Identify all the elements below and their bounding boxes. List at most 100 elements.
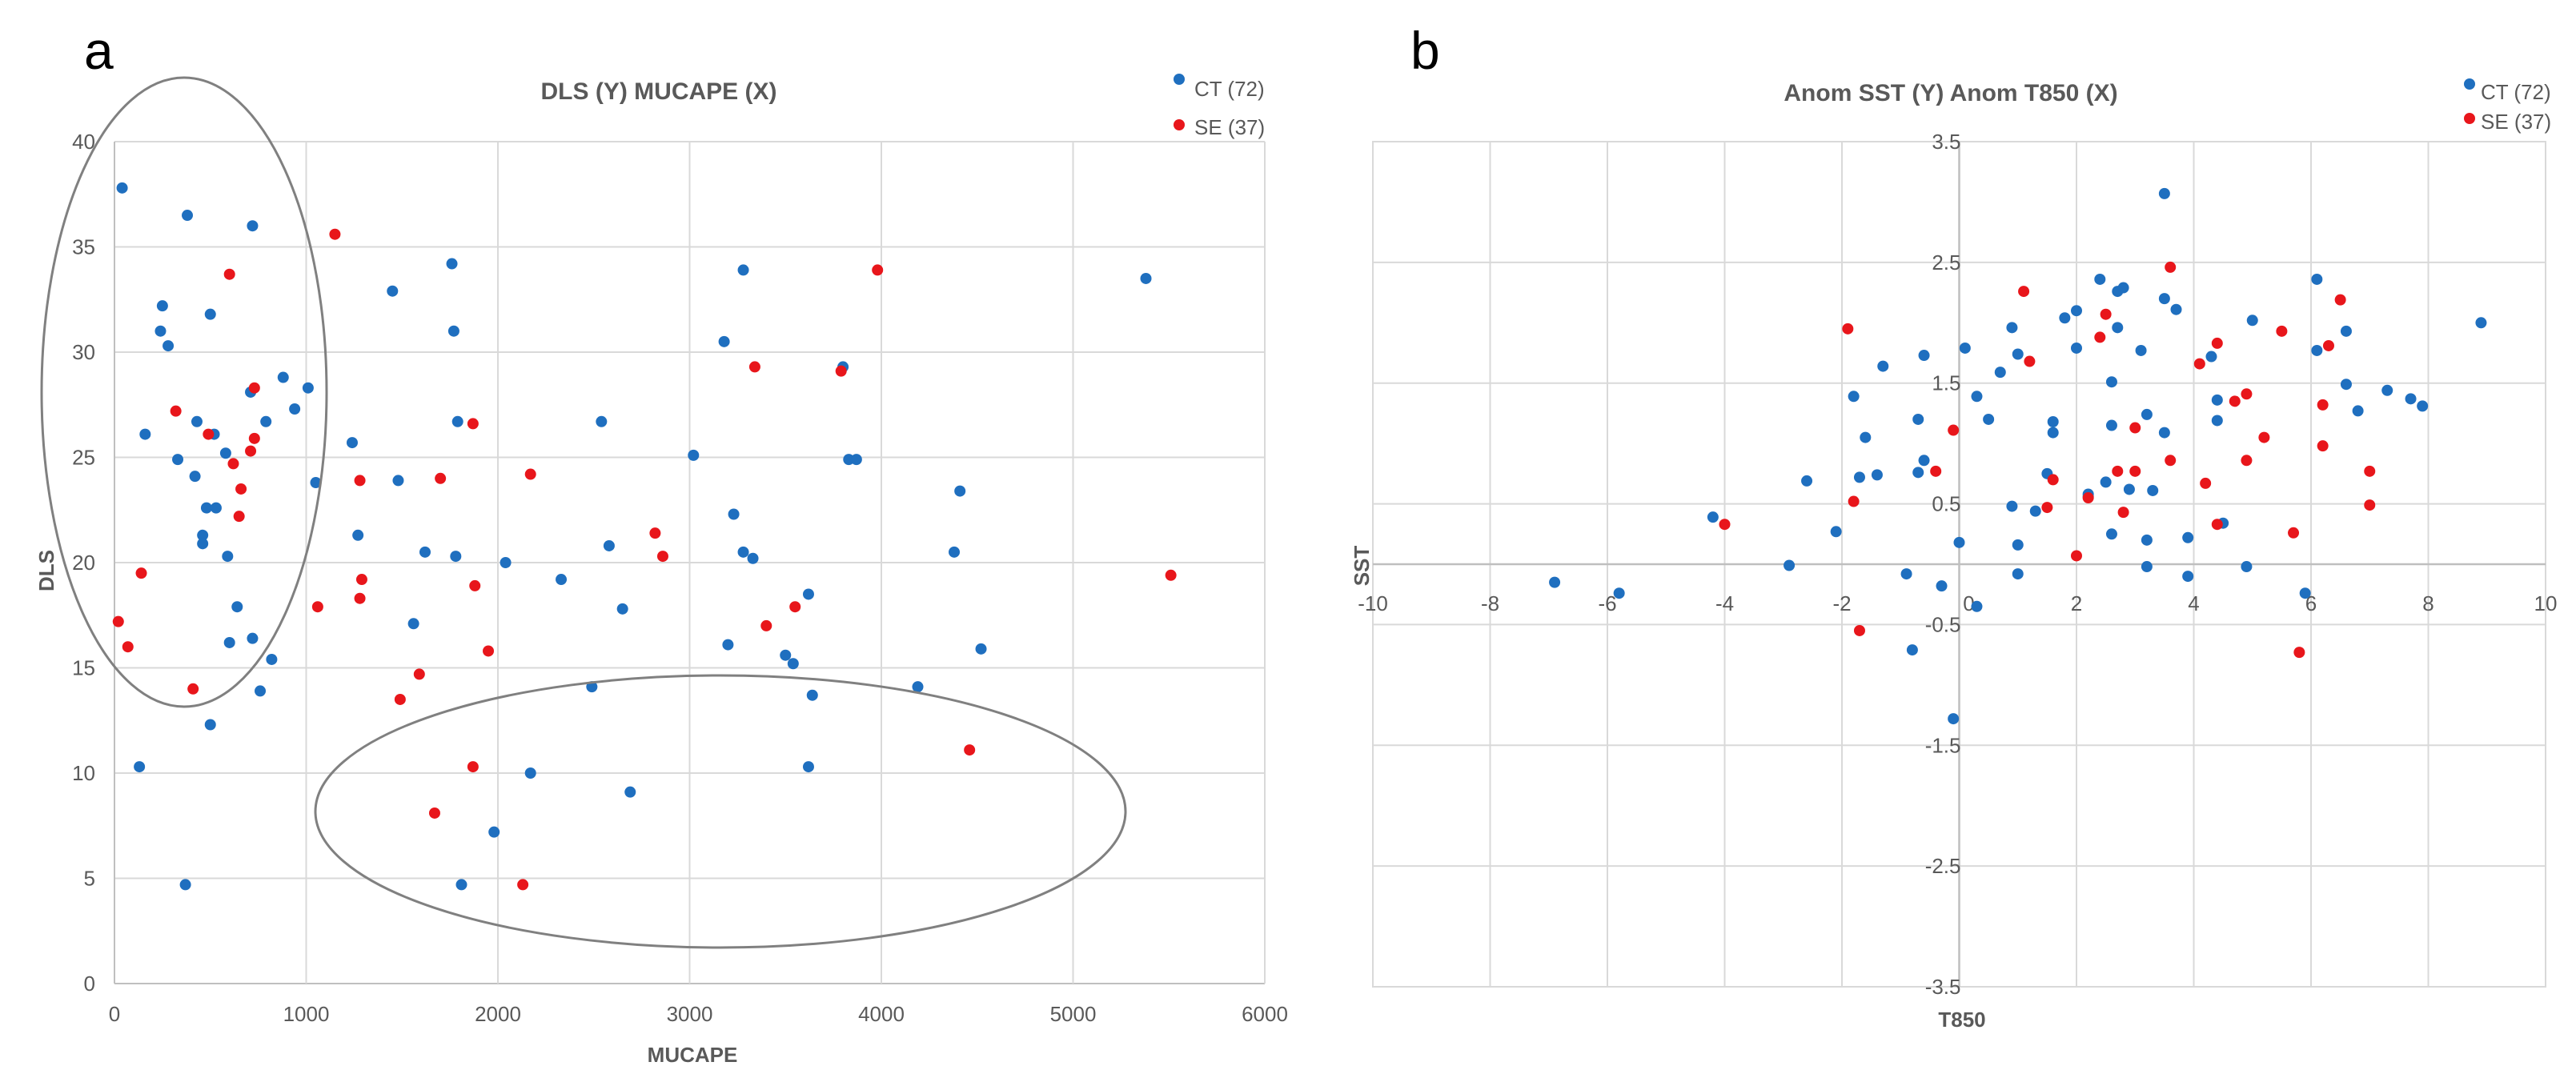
- panel-a-point-ct: [154, 325, 167, 337]
- panel-b-point-ct: [1784, 559, 1796, 571]
- panel-a-point-se: [187, 683, 199, 695]
- panel-a-x-axis-label: MUCAPE: [648, 1043, 738, 1067]
- panel-b-point-ct: [1971, 600, 1983, 612]
- panel-a-point-ct: [310, 477, 322, 489]
- panel-b-ytick-label: -3.5: [1925, 975, 1961, 999]
- panel-b-y-axis-label: SST: [1350, 546, 1374, 587]
- panel-b-point-ct: [2246, 315, 2258, 327]
- panel-b-point-ct: [2211, 415, 2223, 427]
- panel-a-point-ct: [843, 454, 855, 466]
- panel-b-point-ct: [2381, 384, 2393, 396]
- panel-a-xtick-label: 1000: [283, 1002, 330, 1026]
- panel-a-point-ct: [197, 538, 209, 550]
- panel-b-point-se: [2211, 337, 2223, 349]
- panel-b-point-se: [2071, 550, 2082, 562]
- panel-b-point-ct: [2112, 322, 2124, 334]
- panel-a-ytick-label: 25: [72, 446, 95, 470]
- panel-a-point-ct: [737, 264, 749, 276]
- panel-a-point-ct: [419, 546, 431, 558]
- panel-a-point-se: [835, 365, 847, 377]
- panel-a-legend-se-marker: [1174, 119, 1185, 130]
- panel-b-point-ct: [1953, 536, 1965, 548]
- panel-b-gridlines: [1372, 141, 2546, 988]
- panel-b-point-ct: [1801, 475, 1813, 487]
- panel-a-point-se: [872, 264, 884, 276]
- panel-b-point-ct: [2006, 500, 2018, 512]
- panel-a-point-ct: [912, 681, 924, 693]
- panel-a-point-ct: [500, 557, 512, 568]
- panel-a-legend-ct-marker: [1174, 74, 1185, 85]
- panel-b-legend-ct-marker: [2464, 78, 2475, 90]
- panel-a-point-ct: [1140, 272, 1152, 284]
- panel-a-ellipse-high-mucape: [314, 674, 1127, 949]
- panel-b-point-se: [2364, 499, 2376, 511]
- panel-b-point-se: [2241, 388, 2253, 400]
- panel-a-ytick-label: 15: [72, 656, 95, 680]
- panel-a-point-se: [235, 483, 247, 495]
- panel-b-point-ct: [1613, 587, 1625, 599]
- panel-a-point-se: [170, 405, 182, 417]
- panel-b-point-ct: [1994, 367, 2006, 379]
- panel-b-point-se: [2241, 455, 2253, 467]
- panel-b-point-ct: [1707, 511, 1719, 523]
- panel-b-x-axis-label: T850: [1938, 1008, 1985, 1032]
- panel-a-point-se: [760, 619, 772, 631]
- panel-a-point-ct: [407, 618, 419, 630]
- panel-a-point-ct: [134, 761, 146, 773]
- panel-b-xtick-label: -6: [1598, 591, 1616, 615]
- panel-a-point-ct: [954, 485, 966, 497]
- panel-a-point-se: [122, 641, 134, 653]
- panel-a-point-se: [1165, 569, 1177, 581]
- panel-b-point-se: [1948, 424, 1960, 436]
- panel-b-point-se: [2293, 647, 2305, 659]
- panel-b-point-se: [1930, 465, 1942, 477]
- panel-b-point-ct: [1853, 471, 1865, 483]
- panel-b-xtick-label: -4: [1715, 591, 1734, 615]
- panel-a-xtick-label: 0: [109, 1002, 120, 1026]
- panel-a-point-ct: [231, 601, 243, 613]
- panel-a-point-ct: [116, 182, 128, 194]
- panel-a-point-se: [223, 268, 235, 280]
- panel-a-point-ct: [247, 220, 259, 232]
- panel-a-point-se: [435, 472, 447, 484]
- panel-a-point-ct: [524, 767, 536, 779]
- panel-a-point-se: [354, 592, 366, 604]
- panel-b-xtick-label: -2: [1832, 591, 1851, 615]
- panel-a-point-ct: [197, 529, 209, 541]
- panel-a-xtick-label: 5000: [1050, 1002, 1097, 1026]
- panel-a-gridlines: [114, 141, 1266, 984]
- panel-a-point-ct: [255, 685, 267, 697]
- panel-a-point-se: [233, 511, 245, 523]
- panel-a-point-se: [248, 432, 260, 444]
- panel-b-point-ct: [2211, 394, 2223, 406]
- panel-b-legend-se-label: SE (37): [2481, 110, 2551, 134]
- panel-b-point-ct: [2047, 427, 2059, 439]
- panel-b-point-ct: [1959, 342, 1971, 354]
- panel-a-point-ct: [156, 300, 168, 312]
- panel-b-point-ct: [2340, 379, 2352, 391]
- panel-a-point-ct: [387, 285, 399, 297]
- panel-a-point-se: [649, 527, 661, 539]
- panel-b-point-se: [2165, 455, 2177, 467]
- panel-a-point-se: [524, 468, 536, 480]
- panel-a-point-se: [203, 428, 215, 440]
- panel-a-point-ct: [616, 603, 628, 615]
- panel-a-point-ct: [346, 437, 358, 449]
- panel-b-point-se: [2117, 507, 2129, 519]
- panel-a-point-ct: [596, 415, 608, 427]
- panel-b-ytick-label: -1.5: [1925, 733, 1961, 757]
- panel-a-point-ct: [210, 502, 222, 514]
- panel-b-point-se: [2317, 399, 2329, 411]
- panel-b-point-ct: [1877, 360, 1889, 372]
- panel-b-xtick-label: -10: [1358, 591, 1388, 615]
- panel-a-ellipse-high-dls: [40, 76, 328, 708]
- panel-a-point-ct: [182, 210, 194, 222]
- panel-b-xtick-label: 2: [2071, 591, 2082, 615]
- panel-b-point-ct: [2311, 344, 2323, 356]
- panel-b-point-ct: [2158, 293, 2170, 305]
- panel-a-point-ct: [780, 649, 792, 661]
- panel-a-point-se: [517, 879, 529, 891]
- panel-b-point-ct: [2047, 415, 2059, 427]
- panel-a-xtick-label: 3000: [667, 1002, 713, 1026]
- panel-b-point-ct: [1848, 391, 1860, 403]
